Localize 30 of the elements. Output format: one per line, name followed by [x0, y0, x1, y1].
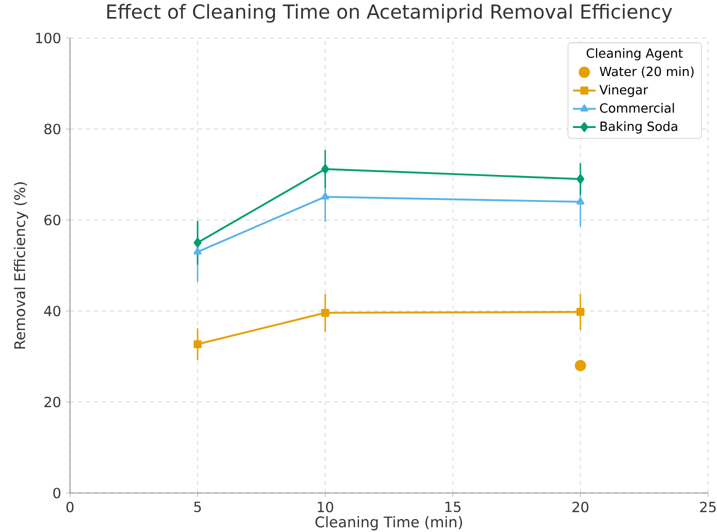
point: [194, 340, 202, 348]
y-tick-label: 0: [53, 488, 60, 498]
y-tick-label: 100: [36, 32, 60, 44]
y-tick-label: 20: [44, 396, 60, 408]
x-tick-label: 0: [66, 502, 74, 512]
point: [321, 308, 330, 317]
point: [194, 238, 202, 248]
legend-label: Water (20 min): [600, 66, 694, 78]
legend-title: Cleaning Agent: [586, 48, 683, 60]
y-tick-label: 80: [44, 124, 60, 134]
point: [321, 192, 330, 200]
y-axis-title: Removal Efficiency (%): [14, 182, 28, 349]
x-tick-label: 5: [194, 502, 201, 512]
x-tick-label: 10: [318, 502, 334, 512]
point: [576, 174, 584, 184]
point: [574, 360, 586, 372]
point: [194, 247, 202, 255]
legend-label: Commercial: [600, 103, 674, 113]
legend-label: Vinegar: [599, 84, 648, 97]
chart-title: Effect of Cleaning Time on Acetamiprid Removal Efficiency: [107, 4, 672, 23]
legend-label: Baking Soda: [600, 121, 678, 134]
point: [321, 164, 330, 174]
x-tick-label: 15: [445, 502, 460, 512]
point: [576, 308, 584, 316]
point: [576, 197, 584, 204]
x-tick-label: 20: [572, 502, 588, 512]
y-tick-label: 40: [44, 306, 60, 316]
x-tick-label: 25: [700, 502, 716, 512]
y-tick-label: 60: [44, 214, 60, 226]
x-axis-title: Cleaning Time (min): [316, 516, 462, 530]
